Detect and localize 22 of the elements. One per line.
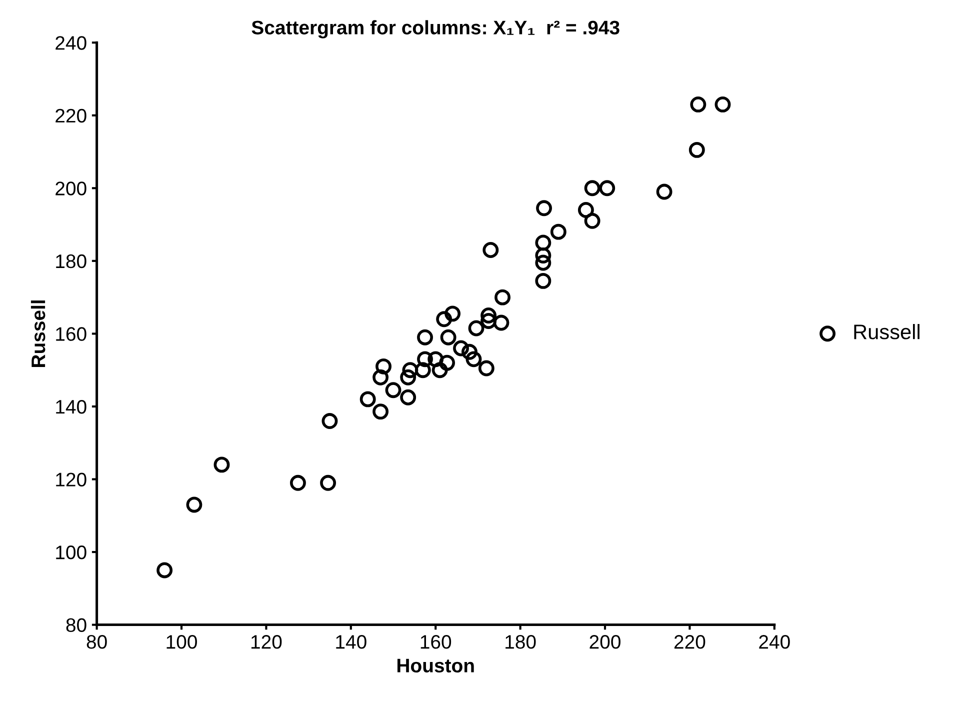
y-tick-label: 200 (56, 182, 86, 196)
x-tick-label: 140 (336, 635, 366, 649)
x-tick-label: 120 (251, 635, 282, 649)
x-tick-label: 200 (590, 635, 620, 649)
y-tick-label: 160 (56, 327, 86, 341)
x-tick-label: 240 (759, 635, 790, 649)
y-tick-label: 80 (66, 618, 86, 632)
y-tick-label: 180 (56, 254, 86, 268)
x-tick-label: 100 (166, 635, 197, 649)
x-tick-label: 80 (86, 635, 107, 649)
chart-title: Scattergram for columns: X₁Y₁ r² = .943 (252, 20, 620, 38)
y-tick-label: 100 (56, 545, 86, 560)
x-tick-label: 180 (506, 635, 536, 649)
y-tick-label: 120 (56, 472, 86, 486)
y-tick-label: 220 (56, 108, 86, 123)
legend-label: Russell (854, 324, 920, 340)
x-axis-title: Houston (397, 658, 474, 672)
x-tick-label: 220 (674, 635, 706, 649)
y-tick-label: 240 (56, 36, 86, 50)
x-tick-label: 160 (420, 635, 452, 649)
y-axis-title: Russell (30, 300, 46, 367)
y-tick-label: 140 (56, 400, 86, 414)
